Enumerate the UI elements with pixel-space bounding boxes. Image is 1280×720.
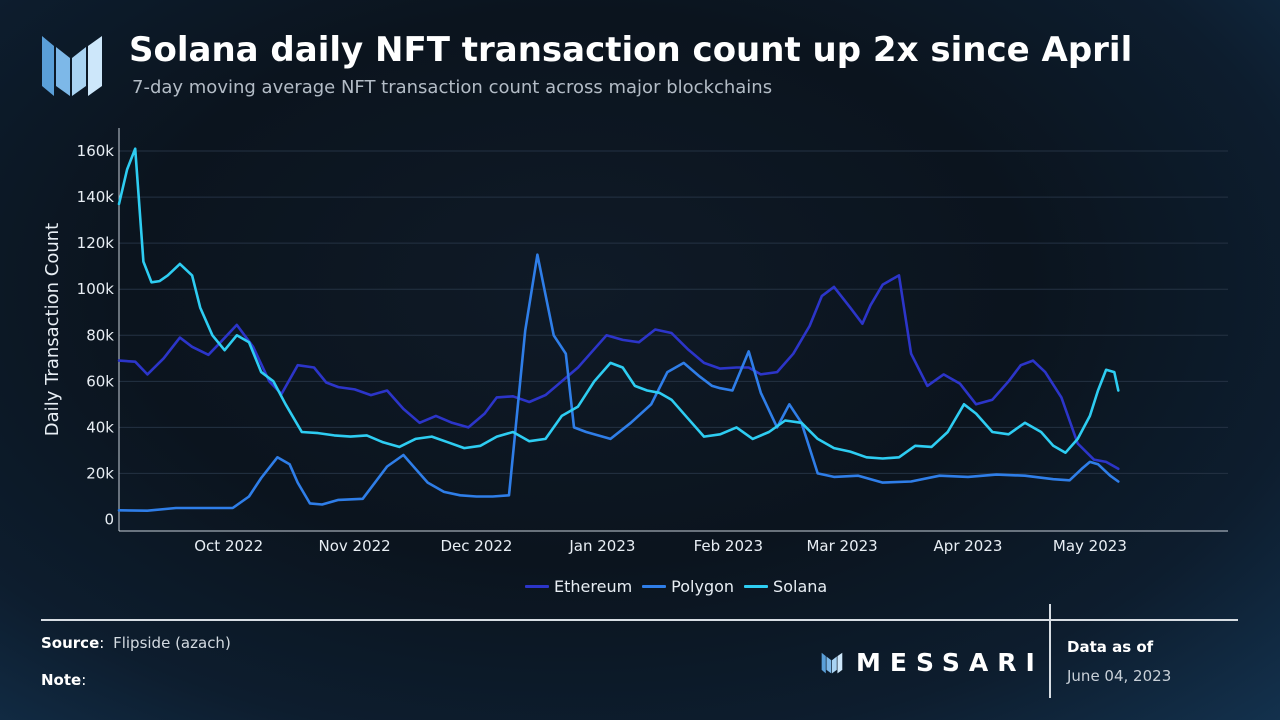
note-line: Note: [41, 671, 86, 689]
y-tick-label: 120k [77, 234, 115, 252]
source-colon: : [99, 634, 105, 652]
x-tick-label: Nov 2022 [319, 537, 391, 555]
x-tick-label: Jan 2023 [568, 537, 635, 555]
legend-swatch-ethereum [525, 585, 549, 588]
legend-label-polygon: Polygon [671, 577, 735, 596]
x-tick-label: May 2023 [1053, 537, 1127, 555]
legend-item-solana[interactable]: Solana [744, 577, 827, 596]
x-tick-label: Oct 2022 [194, 537, 263, 555]
y-tick-label: 80k [86, 326, 114, 344]
chart-subtitle: 7-day moving average NFT transaction cou… [132, 77, 773, 98]
y-tick-label: 140k [77, 188, 115, 206]
chart-legend: Ethereum Polygon Solana [525, 577, 837, 596]
y-tick-label: 20k [86, 464, 114, 482]
note-colon: : [81, 671, 87, 689]
data-as-of-date: June 04, 2023 [1067, 667, 1172, 685]
x-tick-label: Apr 2023 [934, 537, 1003, 555]
y-tick-label: 160k [77, 142, 115, 160]
y-tick-label: 100k [77, 280, 115, 298]
series-line-solana [117, 147, 1120, 460]
y-axis-title: Daily Transaction Count [42, 223, 63, 436]
legend-label-solana: Solana [773, 577, 828, 596]
y-tick-label: 0 [104, 510, 114, 528]
legend-swatch-solana [744, 585, 769, 588]
series-line-ethereum [117, 274, 1120, 471]
legend-item-polygon[interactable]: Polygon [642, 577, 734, 596]
note-label: Note [41, 671, 82, 689]
data-as-of-label: Data as of [1067, 638, 1154, 656]
y-tick-label: 60k [86, 372, 114, 390]
legend-label-ethereum: Ethereum [554, 577, 633, 596]
messari-wordmark: MESSARI [856, 648, 1044, 677]
footer-vertical-divider [1049, 604, 1051, 698]
source-label: Source [41, 634, 100, 652]
source-line: Source: Flipside (azach) [41, 634, 231, 652]
chart-title: Solana daily NFT transaction count up 2x… [129, 30, 1133, 70]
series-line-polygon [117, 253, 1120, 513]
legend-item-ethereum[interactable]: Ethereum [525, 577, 632, 596]
footer-divider [41, 619, 1238, 621]
line-chart: 0 20k 40k 60k 80k 100k 120k 140k 160k Oct 2022 Nov… [42, 128, 1228, 555]
messari-brand-icon [821, 652, 843, 673]
x-tick-label: Mar 2023 [806, 537, 877, 555]
messari-brand: MESSARI [820, 648, 1044, 677]
legend-swatch-polygon [642, 585, 667, 588]
messari-logo-icon [42, 36, 102, 96]
source-value: Flipside (azach) [113, 634, 231, 652]
x-tick-label: Dec 2022 [440, 537, 512, 555]
x-tick-label: Feb 2023 [694, 537, 764, 555]
y-tick-label: 40k [86, 418, 114, 436]
